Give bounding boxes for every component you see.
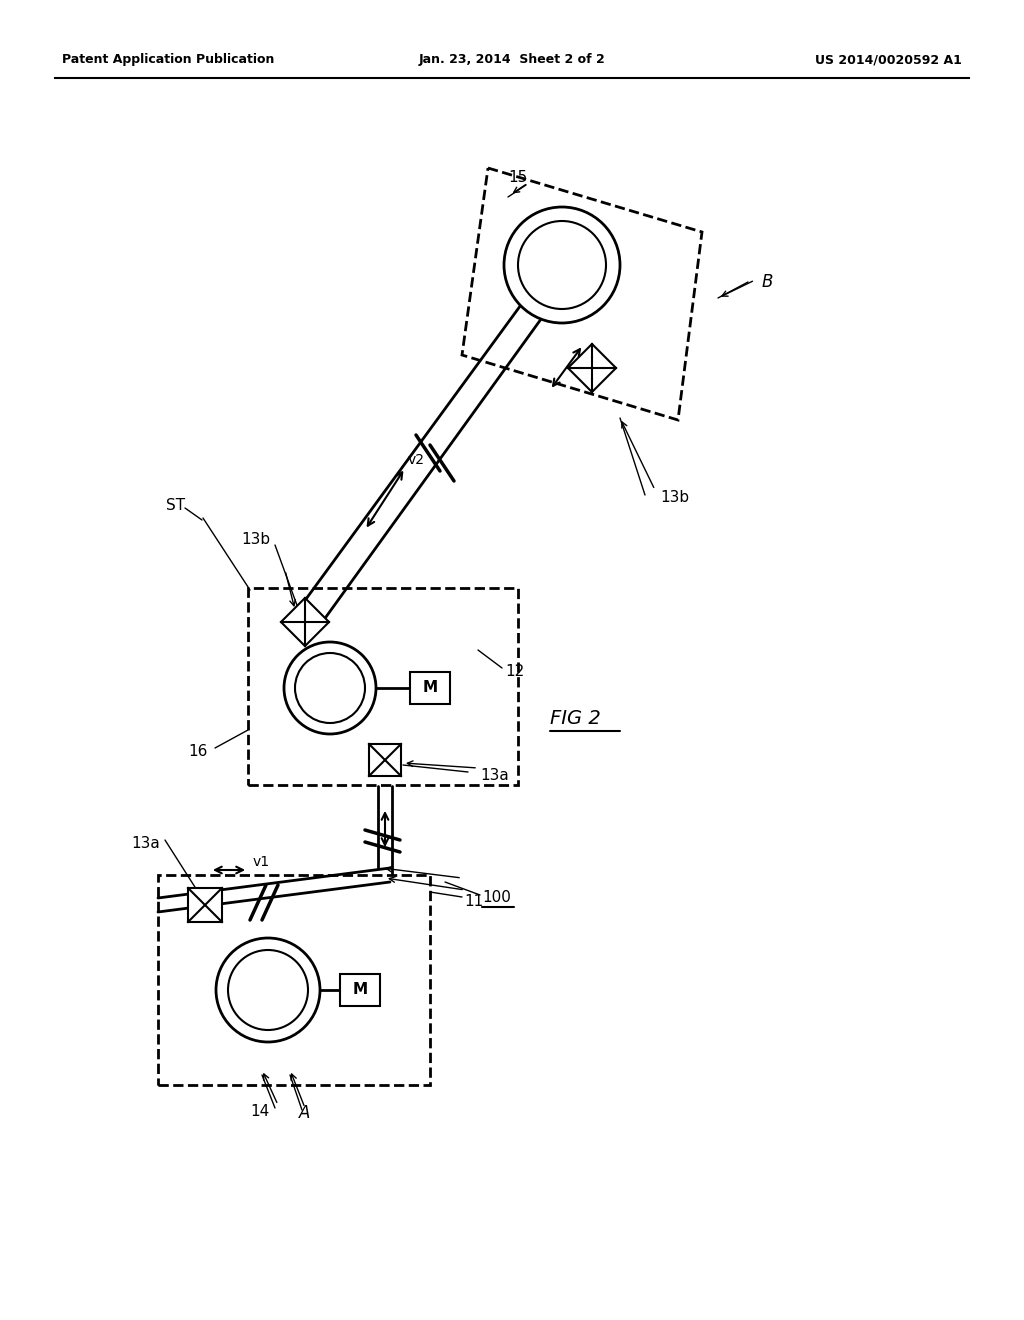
Circle shape bbox=[504, 207, 620, 323]
Text: 14: 14 bbox=[251, 1105, 270, 1119]
Text: 13b: 13b bbox=[660, 491, 689, 506]
Text: 11: 11 bbox=[464, 895, 483, 909]
Text: FIG 2: FIG 2 bbox=[550, 709, 601, 727]
Polygon shape bbox=[568, 345, 616, 392]
Text: Jan. 23, 2014  Sheet 2 of 2: Jan. 23, 2014 Sheet 2 of 2 bbox=[419, 54, 605, 66]
Circle shape bbox=[216, 939, 319, 1041]
Text: M: M bbox=[423, 681, 437, 696]
Text: 16: 16 bbox=[188, 744, 208, 759]
Text: A: A bbox=[299, 1104, 310, 1122]
Circle shape bbox=[284, 642, 376, 734]
Text: v2: v2 bbox=[408, 453, 425, 467]
Text: v1: v1 bbox=[253, 855, 270, 869]
Text: Patent Application Publication: Patent Application Publication bbox=[62, 54, 274, 66]
Text: 13a: 13a bbox=[480, 767, 509, 783]
Text: 12: 12 bbox=[505, 664, 524, 680]
FancyBboxPatch shape bbox=[340, 974, 380, 1006]
Polygon shape bbox=[281, 598, 329, 645]
Text: US 2014/0020592 A1: US 2014/0020592 A1 bbox=[815, 54, 962, 66]
Text: ST: ST bbox=[166, 498, 185, 512]
Text: 13b: 13b bbox=[241, 532, 270, 548]
Text: 100: 100 bbox=[482, 891, 511, 906]
Text: 15: 15 bbox=[509, 170, 528, 186]
Text: B: B bbox=[762, 273, 773, 290]
Text: M: M bbox=[352, 982, 368, 998]
Polygon shape bbox=[369, 744, 401, 776]
Text: 13a: 13a bbox=[131, 836, 160, 850]
Polygon shape bbox=[188, 888, 222, 921]
FancyBboxPatch shape bbox=[410, 672, 450, 704]
